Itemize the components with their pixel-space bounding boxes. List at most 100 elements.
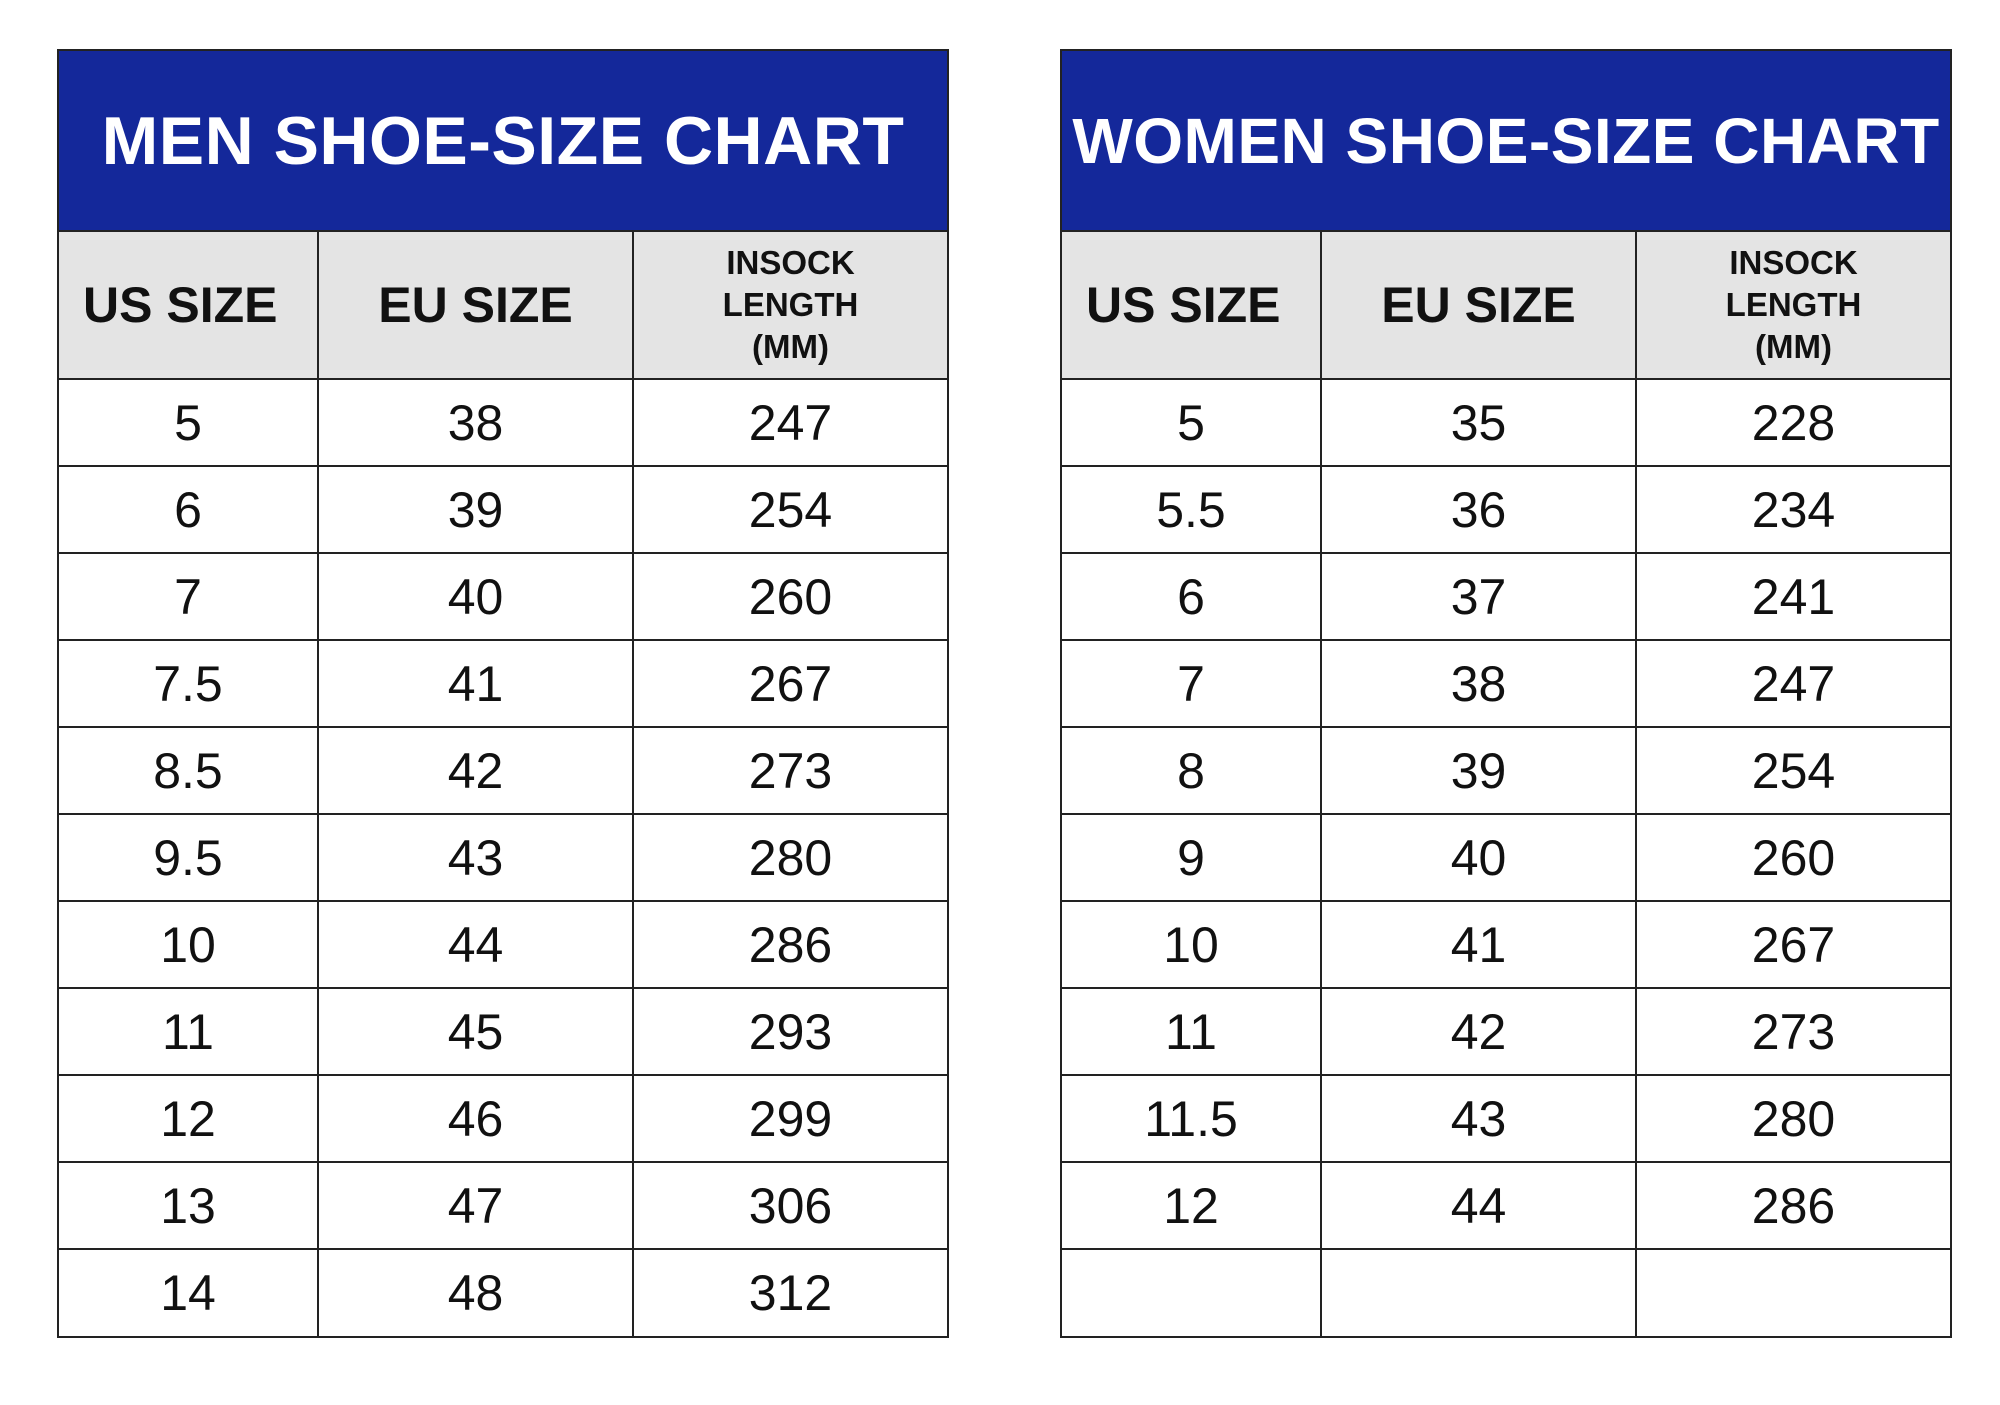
women-us-size-cell: 5 [1062, 379, 1322, 467]
men-us-size-header: US SIZE [59, 232, 319, 380]
women-eu-size-cell: 38 [1321, 640, 1637, 728]
men-insock-length-header: INSOCK LENGTH (MM) [633, 232, 947, 380]
men-eu-size-cell: 47 [318, 1162, 634, 1250]
women-table-row: 5.5 36 234 [1062, 466, 1950, 554]
men-header-row: US SIZE EU SIZE INSOCK LENGTH (MM) [59, 232, 947, 380]
women-chart-title: WOMEN SHOE-SIZE CHART [1062, 51, 1950, 232]
men-table-row: 5 38 247 [59, 379, 947, 467]
women-eu-size-cell: 41 [1321, 901, 1637, 989]
men-us-size-cell: 11 [59, 988, 319, 1076]
men-eu-size-cell: 45 [318, 988, 634, 1076]
women-eu-size-cell: 40 [1321, 814, 1637, 902]
women-insock-length-cell: 273 [1636, 988, 1950, 1076]
women-us-size-cell [1062, 1249, 1322, 1336]
women-us-size-cell: 11 [1062, 988, 1322, 1076]
women-insock-header-line2: LENGTH [1725, 286, 1862, 323]
men-table-row: 13 47 306 [59, 1162, 947, 1250]
women-eu-size-header: EU SIZE [1321, 232, 1637, 380]
men-eu-size-cell: 40 [318, 553, 634, 641]
men-table-row: 9.5 43 280 [59, 814, 947, 902]
men-insock-length-cell: 273 [633, 727, 947, 815]
men-table-row: 14 48 312 [59, 1249, 947, 1336]
men-insock-length-cell: 306 [633, 1162, 947, 1250]
men-us-size-cell: 5 [59, 379, 319, 467]
men-eu-size-cell: 48 [318, 1249, 634, 1336]
men-eu-size-cell: 38 [318, 379, 634, 467]
men-insock-length-cell: 299 [633, 1075, 947, 1163]
women-insock-length-cell: 228 [1636, 379, 1950, 467]
women-us-size-cell: 10 [1062, 901, 1322, 989]
women-insock-length-header: INSOCK LENGTH (MM) [1636, 232, 1950, 380]
men-table-row: 8.5 42 273 [59, 727, 947, 815]
men-insock-length-cell: 267 [633, 640, 947, 728]
women-insock-header-line1: INSOCK [1729, 244, 1858, 281]
men-us-size-cell: 9.5 [59, 814, 319, 902]
women-table-row: 6 37 241 [1062, 553, 1950, 641]
men-chart-title: MEN SHOE-SIZE CHART [59, 51, 947, 232]
women-eu-size-cell: 43 [1321, 1075, 1637, 1163]
women-eu-size-cell: 36 [1321, 466, 1637, 554]
men-table-row: 6 39 254 [59, 466, 947, 554]
men-size-chart: MEN SHOE-SIZE CHART US SIZE EU SIZE INSO… [57, 49, 949, 1338]
men-us-size-cell: 7.5 [59, 640, 319, 728]
women-table-body: 5 35 228 5.5 36 234 6 37 241 7 38 247 8 39 254 9 40 260 10… [1062, 379, 1950, 1336]
women-insock-length-cell: 267 [1636, 901, 1950, 989]
women-table-row: 8 39 254 [1062, 727, 1950, 815]
men-insock-length-cell: 312 [748, 1265, 833, 1321]
men-eu-size-cell: 42 [318, 727, 634, 815]
men-eu-size-cell: 43 [318, 814, 634, 902]
women-header-row: US SIZE EU SIZE INSOCK LENGTH (MM) [1062, 232, 1950, 380]
men-insock-header-line3: (MM) [752, 328, 829, 365]
women-eu-size-cell [1321, 1249, 1637, 1336]
men-insock-length-cell: 254 [633, 466, 947, 554]
men-us-size-cell: 6 [59, 466, 319, 554]
women-us-size-cell: 9 [1062, 814, 1322, 902]
women-insock-length-cell: 280 [1636, 1075, 1950, 1163]
men-insock-header-line1: INSOCK [726, 244, 855, 281]
women-us-size-cell: 8 [1062, 727, 1322, 815]
women-us-size-header: US SIZE [1062, 232, 1322, 380]
men-us-size-cell: 7 [59, 553, 319, 641]
men-table-row: 7.5 41 267 [59, 640, 947, 728]
women-eu-size-cell: 35 [1321, 379, 1637, 467]
women-table-row: 9 40 260 [1062, 814, 1950, 902]
women-insock-length-cell: 260 [1636, 814, 1950, 902]
men-insock-length-cell: 293 [633, 988, 947, 1076]
women-insock-length-cell: 241 [1636, 553, 1950, 641]
women-us-size-cell: 7 [1062, 640, 1322, 728]
women-eu-size-cell: 37 [1321, 553, 1637, 641]
women-us-size-cell: 6 [1062, 553, 1322, 641]
women-insock-length-cell [1636, 1249, 1950, 1336]
men-eu-size-cell: 44 [318, 901, 634, 989]
women-table-row: 7 38 247 [1062, 640, 1950, 728]
women-table-row: 10 41 267 [1062, 901, 1950, 989]
men-eu-size-cell: 46 [318, 1075, 634, 1163]
men-insock-length-cell: 280 [633, 814, 947, 902]
men-us-size-cell: 13 [59, 1162, 319, 1250]
women-insock-length-cell: 234 [1636, 466, 1950, 554]
women-size-table: US SIZE EU SIZE INSOCK LENGTH (MM) 5 35 22… [1062, 232, 1950, 1336]
women-eu-size-cell: 42 [1321, 988, 1637, 1076]
men-insock-length-cell: 286 [633, 901, 947, 989]
men-insock-length-cell: 247 [633, 379, 947, 467]
women-insock-length-cell: 286 [1636, 1162, 1950, 1250]
women-table-row: 11.5 43 280 [1062, 1075, 1950, 1163]
women-table-row [1062, 1249, 1950, 1336]
women-insock-length-cell: 254 [1636, 727, 1950, 815]
men-us-size-cell: 12 [59, 1075, 319, 1163]
men-us-size-cell: 8.5 [59, 727, 319, 815]
women-insock-header-line3: (MM) [1755, 328, 1832, 365]
women-table-row: 5 35 228 [1062, 379, 1950, 467]
women-table-row: 12 44 286 [1062, 1162, 1950, 1250]
women-insock-length-cell: 247 [1636, 640, 1950, 728]
men-size-table: US SIZE EU SIZE INSOCK LENGTH (MM) 5 38 24… [59, 232, 947, 1336]
men-eu-size-header: EU SIZE [318, 232, 634, 380]
women-us-size-cell: 5.5 [1062, 466, 1322, 554]
women-eu-size-cell: 44 [1321, 1162, 1637, 1250]
men-insock-length-cell: 260 [633, 553, 947, 641]
men-insock-header-line2: LENGTH [722, 286, 859, 323]
women-eu-size-cell: 39 [1321, 727, 1637, 815]
men-table-row: 10 44 286 [59, 901, 947, 989]
men-us-size-cell: 14 [59, 1249, 319, 1336]
women-size-chart: WOMEN SHOE-SIZE CHART US SIZE EU SIZE IN… [1060, 49, 1952, 1338]
